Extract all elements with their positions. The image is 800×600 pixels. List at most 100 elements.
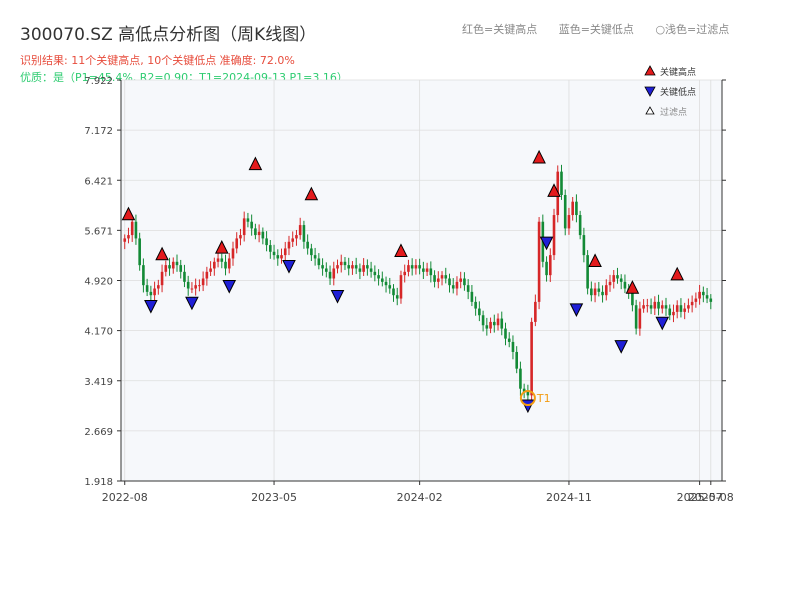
candle-body [709, 298, 713, 302]
candle-body [190, 288, 194, 290]
candle-body [366, 265, 369, 269]
x-tick-label: 2025-08 [688, 491, 734, 504]
candle-body [560, 171, 563, 196]
legend-filtered-label: 过滤点 [660, 106, 687, 118]
candle-body [563, 195, 567, 229]
candle-body [474, 301, 477, 309]
candle-body [246, 218, 250, 222]
candle-body [459, 278, 463, 282]
candle-body [470, 291, 474, 302]
candle-body [302, 225, 306, 242]
candle-body [660, 305, 664, 309]
legend-low-marker [644, 86, 656, 97]
y-tick-label: 6.421 [84, 176, 113, 187]
candle-body [134, 221, 138, 239]
legend-low-label: 关键低点 [660, 86, 696, 98]
candle-body [422, 268, 425, 272]
candle-body [522, 388, 526, 393]
candle-body [552, 215, 556, 256]
candle-body [313, 255, 317, 259]
candle-body [679, 305, 683, 312]
candle-body [373, 271, 377, 276]
key-high-marker [121, 206, 136, 221]
candle-body [407, 265, 410, 272]
candle-body [649, 305, 653, 309]
candle-body [384, 281, 388, 286]
candle-body [433, 275, 436, 282]
candle-body [690, 301, 694, 306]
chart-title: 300070.SZ 高低点分析图（周K线图） [20, 25, 317, 45]
candle-body [534, 301, 537, 322]
candle-body [705, 295, 709, 299]
candle-body [425, 268, 429, 272]
candle-body [153, 288, 156, 296]
candle-body [530, 321, 533, 396]
candle-body [504, 328, 507, 339]
candle-body [646, 305, 649, 307]
candle-body [198, 285, 201, 287]
candle-body [526, 392, 530, 396]
y-axis-ticks: 1.918 2.669 3.419 4.170 4.920 5.671 6.421 7.172… [84, 76, 726, 488]
candle-body [571, 201, 574, 216]
candle-body [261, 231, 265, 239]
candle-body [339, 261, 343, 266]
candle-body [332, 268, 336, 279]
candle-body [653, 301, 657, 309]
header-legend-high: 红色=关键高点 [462, 23, 538, 36]
candle-body [496, 318, 500, 326]
candle-body [149, 291, 153, 296]
candle-body [492, 321, 496, 326]
key-high-marker [532, 149, 546, 164]
candle-body [418, 265, 421, 269]
key-low-marker [144, 300, 158, 314]
candle-body [593, 288, 597, 296]
candle-body [306, 241, 309, 249]
candle-body [239, 235, 242, 239]
candle-body [392, 288, 395, 296]
candle-body [399, 275, 403, 299]
candle-body [567, 215, 571, 229]
candle-body [142, 265, 145, 286]
candle-body [347, 265, 351, 269]
candle-body [575, 201, 578, 216]
candle-body [123, 238, 127, 242]
candle-body [448, 278, 451, 286]
result-summary: 识别结果: 11个关键高点, 10个关键低点 准确度: 72.0% [20, 54, 295, 67]
candle-body [325, 268, 328, 272]
candle-body [354, 265, 358, 269]
key-low-marker [282, 259, 296, 274]
legend-high-marker [644, 65, 656, 76]
candle-body [242, 218, 246, 236]
candle-body [186, 281, 190, 289]
candle-body [586, 255, 589, 289]
candle-body [175, 261, 179, 266]
t1-circle [519, 390, 536, 407]
candle-body [511, 341, 515, 352]
candle-body [410, 265, 414, 269]
candle-body [687, 305, 690, 309]
candle-body [231, 248, 235, 259]
key-low-marker [655, 316, 670, 331]
candle-body [631, 291, 634, 306]
candle-body [623, 281, 627, 289]
candle-body [205, 271, 209, 279]
candle-body [582, 235, 586, 256]
candle-body [250, 221, 253, 229]
candle-body [478, 308, 481, 316]
candle-body [466, 285, 470, 292]
candle-body [224, 261, 227, 269]
y-tick-label: 5.671 [84, 226, 113, 237]
candle-body [500, 318, 504, 329]
y-tick-label: 7.922 [84, 76, 113, 87]
candle-body [612, 275, 616, 282]
candle-body [310, 248, 313, 256]
key-low-marker [222, 279, 237, 294]
x-tick-label: 2023-05 [251, 491, 297, 504]
candle-body [616, 275, 619, 279]
candle-body [668, 308, 672, 316]
candle-body [608, 281, 612, 286]
candle-body [578, 215, 582, 236]
candle-body [642, 305, 645, 309]
candle-body [283, 248, 287, 256]
